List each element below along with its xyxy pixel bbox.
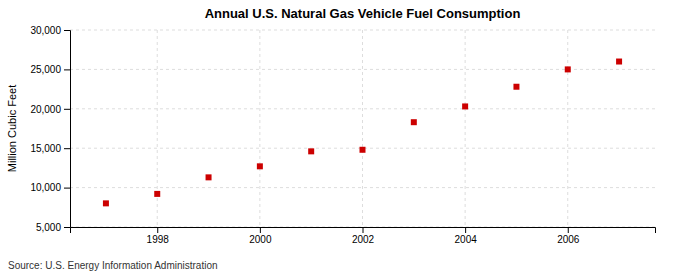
axis-line <box>71 228 656 234</box>
tick-label: 25,000 <box>30 64 61 75</box>
tick: 2004 <box>455 227 478 245</box>
tick-mark <box>64 148 70 149</box>
tick-mark <box>465 227 466 233</box>
annotation: Source: U.S. Energy Information Administ… <box>8 260 218 271</box>
title: Annual U.S. Natural Gas Vehicle Fuel Con… <box>205 6 521 21</box>
y-axis: 5,000 10,000 15,000 20,000 25,000 30,000 <box>30 25 70 233</box>
tick-mark <box>64 30 70 31</box>
tick: 25,000 <box>30 64 70 75</box>
point <box>462 103 468 109</box>
y-axis-title: Million Cubic Feet <box>6 85 18 172</box>
point <box>513 84 519 90</box>
point <box>616 59 622 65</box>
tick-mark <box>64 69 70 70</box>
chart: 1998 2000 2002 2004 2006 5,000 10,000 15,000 20,… <box>0 0 675 275</box>
x-axis: 1998 2000 2002 2004 2006 <box>71 227 656 245</box>
tick-label: 10,000 <box>30 182 61 193</box>
tick: 20,000 <box>30 104 70 115</box>
grid-line <box>362 30 363 227</box>
tick-label: 20,000 <box>30 104 61 115</box>
point <box>411 119 417 125</box>
tick-label: 5,000 <box>36 222 61 233</box>
point <box>154 191 160 197</box>
tick-mark <box>568 227 569 233</box>
tick-label: 1998 <box>147 234 170 245</box>
point <box>206 174 212 180</box>
point <box>308 148 314 154</box>
tick: 30,000 <box>30 25 70 36</box>
plot: 1998 2000 2002 2004 2006 5,000 10,000 15,000 20,… <box>30 25 655 245</box>
points <box>103 59 622 207</box>
tick-label: 2004 <box>455 234 478 245</box>
grid-line <box>259 30 260 227</box>
tick-label: 2002 <box>352 234 375 245</box>
tick-mark <box>157 227 158 233</box>
tick-mark <box>64 188 70 189</box>
tick: 5,000 <box>36 222 70 233</box>
tick: 2002 <box>352 227 375 245</box>
grid <box>70 30 655 227</box>
tick-label: 30,000 <box>30 25 61 36</box>
tick: 1998 <box>147 227 170 245</box>
tick-label: 15,000 <box>30 143 61 154</box>
tick-mark <box>64 109 70 110</box>
point <box>360 147 366 153</box>
tick-label: 2006 <box>557 234 580 245</box>
tick: 15,000 <box>30 143 70 154</box>
tick-mark <box>64 227 70 228</box>
tick: 10,000 <box>30 182 70 193</box>
point <box>257 163 263 169</box>
axis-line <box>64 31 71 228</box>
tick: 2006 <box>557 227 580 245</box>
tick: 2000 <box>249 227 272 245</box>
tick-mark <box>363 227 364 233</box>
grid-line <box>465 30 466 227</box>
point <box>103 200 109 206</box>
grid-line <box>567 30 568 227</box>
tick-label: 2000 <box>249 234 272 245</box>
point <box>565 66 571 72</box>
grid-line <box>157 30 158 227</box>
tick-mark <box>260 227 261 233</box>
